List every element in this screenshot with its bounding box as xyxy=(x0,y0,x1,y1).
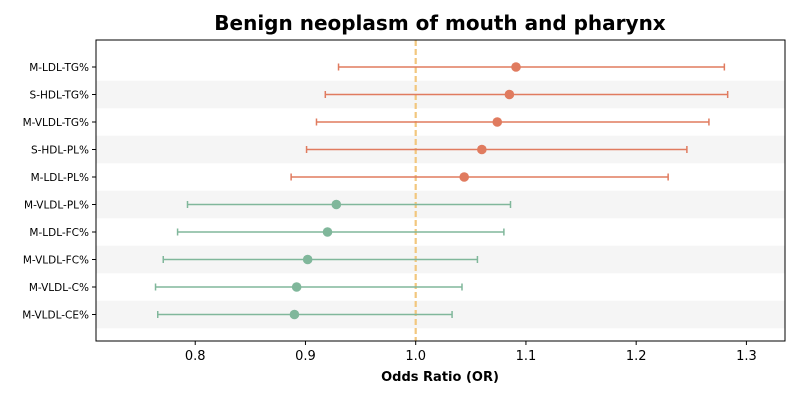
point-estimate xyxy=(504,89,515,100)
x-tick-label: 0.9 xyxy=(295,349,316,364)
point-estimate xyxy=(291,282,302,292)
x-tick-label: 1.0 xyxy=(405,349,426,364)
chart-marks xyxy=(154,62,729,320)
point-estimate xyxy=(477,144,487,155)
point-estimate xyxy=(331,199,342,210)
x-tick-label: 1.1 xyxy=(516,349,537,364)
point-estimate xyxy=(289,309,300,320)
x-tick-label: 1.2 xyxy=(626,349,647,364)
y-tick-label: M-VLDL-C% xyxy=(29,282,89,294)
x-tick-label: 0.8 xyxy=(185,349,206,364)
chart-title: Benign neoplasm of mouth and pharynx xyxy=(214,11,666,35)
y-tick-label: S-HDL-PL% xyxy=(31,145,89,157)
point-estimate xyxy=(302,254,313,265)
y-tick-label: M-VLDL-PL% xyxy=(24,200,89,212)
y-tick-label: M-LDL-FC% xyxy=(29,227,89,239)
y-tick-label: S-HDL-TG% xyxy=(30,90,89,102)
chart-axes: M-LDL-TG% S-HDL-TG% M-VLDL-TG% S-HDL-PL% M-L… xyxy=(22,39,786,364)
plot-frame xyxy=(95,39,786,342)
x-tick-label: 1.3 xyxy=(736,349,757,364)
point-estimate xyxy=(492,117,503,127)
y-tick-label: M-VLDL-CE% xyxy=(22,310,89,322)
y-tick-label: M-LDL-TG% xyxy=(29,62,89,74)
y-tick-label: M-VLDL-TG% xyxy=(23,117,89,129)
point-estimate xyxy=(322,227,333,237)
x-axis-label: Odds Ratio (OR) xyxy=(381,370,499,385)
y-tick-label: M-VLDL-FC% xyxy=(23,255,89,267)
y-tick-label: M-LDL-PL% xyxy=(31,172,89,184)
point-estimate xyxy=(511,62,521,72)
point-estimate xyxy=(459,172,470,182)
